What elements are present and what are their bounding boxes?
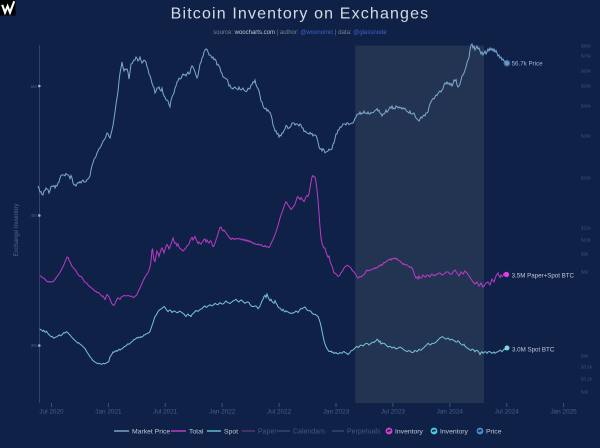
svg-text:Paper: Paper xyxy=(258,429,277,436)
svg-text:$4k: $4k xyxy=(581,354,589,359)
svg-text:Spot: Spot xyxy=(224,429,238,436)
svg-text:$30k: $30k xyxy=(581,134,592,139)
svg-text:56.7k Price: 56.7k Price xyxy=(512,61,544,68)
svg-text:$10k: $10k xyxy=(581,238,592,243)
svg-text:Jan 2025: Jan 2025 xyxy=(550,409,577,416)
svg-text:$8k: $8k xyxy=(581,270,589,275)
svg-text:$9k: $9k xyxy=(581,252,589,257)
svg-text:Jul 2021: Jul 2021 xyxy=(153,409,178,416)
svg-text:$3k: $3k xyxy=(581,390,589,395)
svg-text:Jan 2024: Jan 2024 xyxy=(437,409,464,416)
svg-text:$20k: $20k xyxy=(581,176,592,181)
svg-text:source: woocharts.com | author: source: woocharts.com | author: @woonomi… xyxy=(213,30,387,36)
svg-text:$60k: $60k xyxy=(581,69,592,74)
svg-text:Jan 2021: Jan 2021 xyxy=(95,409,122,416)
svg-text:3.5M Paper+Spot BTC: 3.5M Paper+Spot BTC xyxy=(512,273,575,280)
svg-text:Jan 2023: Jan 2023 xyxy=(323,409,350,416)
svg-text:Inventory: Inventory xyxy=(440,429,469,436)
svg-text:$12k: $12k xyxy=(581,226,592,231)
svg-text:Price: Price xyxy=(486,429,502,436)
svg-text:Exchange Inventory: Exchange Inventory xyxy=(14,203,20,256)
svg-text:Perpetuals: Perpetuals xyxy=(347,429,381,436)
svg-text:3M: 3M xyxy=(31,343,38,348)
svg-text:Jul 2020: Jul 2020 xyxy=(39,409,64,416)
svg-text:4M: 4M xyxy=(31,213,38,218)
svg-text:$40k: $40k xyxy=(581,104,592,109)
svg-text:Jul 2023: Jul 2023 xyxy=(381,409,406,416)
svg-text:$50k: $50k xyxy=(581,84,592,89)
svg-text:$70k: $70k xyxy=(581,54,592,59)
svg-text:$3.2k: $3.2k xyxy=(581,377,593,382)
svg-text:Total: Total xyxy=(189,429,204,436)
svg-text:$3.6k: $3.6k xyxy=(581,365,593,370)
svg-text:Jul 2024: Jul 2024 xyxy=(495,409,520,416)
svg-text:Bitcoin Inventory on Exchanges: Bitcoin Inventory on Exchanges xyxy=(171,6,430,23)
svg-text:5M: 5M xyxy=(31,84,38,89)
svg-text:Calendars: Calendars xyxy=(293,429,325,436)
svg-text:$80k: $80k xyxy=(581,44,592,49)
svg-text:Inventory: Inventory xyxy=(395,429,424,436)
svg-text:Jan 2022: Jan 2022 xyxy=(209,409,236,416)
svg-text:3.0M Spot BTC: 3.0M Spot BTC xyxy=(512,346,555,353)
svg-text:Market Price: Market Price xyxy=(132,429,170,436)
svg-text:Jul 2022: Jul 2022 xyxy=(267,409,292,416)
